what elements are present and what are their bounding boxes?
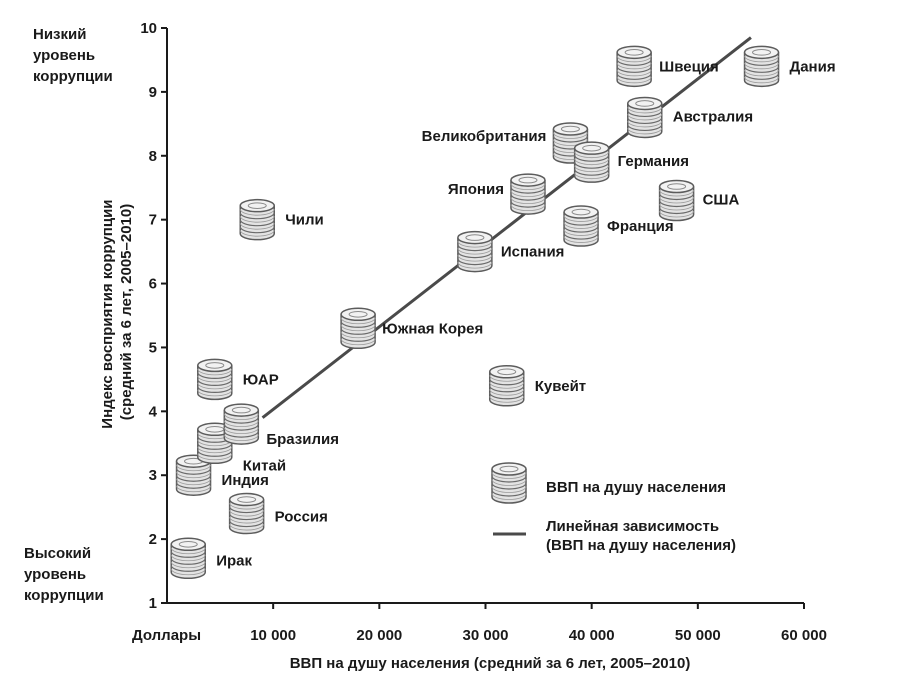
y-tick-label: 4 bbox=[149, 403, 158, 420]
y-tick-label: 3 bbox=[149, 467, 157, 484]
data-point-marker bbox=[573, 141, 610, 183]
data-point-label: Великобритания bbox=[422, 128, 547, 145]
data-point-label: Испания bbox=[501, 244, 565, 261]
data-point-marker bbox=[510, 173, 546, 215]
legend-line-label-line1: Линейная зависимость bbox=[546, 518, 719, 535]
data-point-marker bbox=[563, 205, 599, 247]
legend-marker-label: ВВП на душу населения bbox=[546, 479, 726, 496]
data-point-label: Индия bbox=[222, 472, 269, 489]
y-tick-label: 1 bbox=[149, 595, 157, 612]
data-point-marker bbox=[488, 365, 525, 407]
trendline bbox=[261, 36, 752, 419]
legend: ВВП на душу населения Линейная зависимос… bbox=[491, 462, 736, 554]
legend-line-label: Линейная зависимость (ВВП на душу населе… bbox=[546, 518, 736, 554]
data-point-marker bbox=[239, 198, 275, 241]
data-point-label: Кувейт bbox=[535, 378, 586, 395]
x-tick-label: 40 000 bbox=[569, 627, 615, 644]
data-point-label: США bbox=[703, 192, 740, 209]
data-point-marker bbox=[658, 179, 695, 222]
low-note-line: уровень bbox=[33, 47, 95, 64]
data-point-label: Австралия bbox=[673, 108, 753, 125]
data-point-marker bbox=[223, 403, 260, 445]
y-axis-label-line2: (средний за 6 лет, 2005–2010) bbox=[118, 204, 135, 420]
data-point-label: Чили bbox=[285, 212, 324, 229]
low-corruption-note: Низкий уровень коррупции bbox=[33, 26, 113, 85]
data-point-label: Ирак bbox=[216, 552, 252, 569]
y-ticks: 1 2 3 4 5 6 7 8 9 10 bbox=[140, 20, 167, 612]
data-point-label: Южная Корея bbox=[382, 320, 483, 337]
data-point-label: Россия bbox=[275, 509, 328, 526]
y-tick-label: 6 bbox=[149, 276, 157, 293]
data-point-label: Франция bbox=[607, 218, 674, 235]
high-note-line: Высокий bbox=[24, 545, 91, 562]
data-point-label: Китай bbox=[243, 457, 286, 474]
y-tick-label: 10 bbox=[140, 20, 157, 37]
data-point-label: Япония bbox=[448, 181, 504, 198]
data-point-marker bbox=[616, 45, 652, 88]
y-tick-label: 9 bbox=[149, 84, 157, 101]
legend-line-label-line2: (ВВП на душу населения) bbox=[546, 537, 736, 554]
x-axis-label: ВВП на душу населения (средний за 6 лет,… bbox=[290, 655, 691, 672]
x-tick-label: 10 000 bbox=[250, 627, 296, 644]
x-ticks: 10 000 20 000 30 000 40 000 50 000 60 000 bbox=[250, 603, 827, 644]
low-note-line: коррупции bbox=[33, 68, 113, 85]
data-point-marker bbox=[743, 45, 780, 88]
high-note-line: коррупции bbox=[24, 587, 104, 604]
data-point-marker bbox=[197, 358, 233, 401]
y-tick-label: 7 bbox=[149, 212, 157, 229]
data-point-label: ЮАР bbox=[243, 371, 279, 388]
data-point-marker bbox=[627, 96, 663, 139]
low-note-line: Низкий bbox=[33, 26, 86, 43]
y-axis-label: Индекс восприятия коррупции (средний за … bbox=[99, 195, 135, 428]
data-point-marker bbox=[340, 307, 376, 350]
data-point-label: Дания bbox=[790, 58, 836, 75]
x-tick-label: 20 000 bbox=[356, 627, 402, 644]
x-tick-label: 60 000 bbox=[781, 627, 827, 644]
y-tick-label: 2 bbox=[149, 531, 157, 548]
data-point-marker bbox=[228, 492, 265, 535]
data-point-marker bbox=[457, 230, 493, 273]
data-point-label: Бразилия bbox=[266, 431, 339, 448]
axes: 1 2 3 4 5 6 7 8 9 10 10 000 20 000 30 000 40 000 50 0… bbox=[140, 20, 827, 644]
x-tick-label: 50 000 bbox=[675, 627, 721, 644]
y-tick-label: 5 bbox=[149, 339, 157, 356]
y-tick-label: 8 bbox=[149, 148, 157, 165]
x-tick-label: 30 000 bbox=[463, 627, 509, 644]
high-corruption-note: Высокий уровень коррупции bbox=[24, 545, 104, 604]
data-point-marker bbox=[170, 537, 206, 580]
data-point-label: Германия bbox=[618, 153, 689, 170]
data-point-label: Швеция bbox=[659, 58, 719, 75]
y-axis-label-line1: Индекс восприятия коррупции bbox=[99, 199, 116, 428]
x-unit-label: Доллары bbox=[132, 627, 201, 644]
high-note-line: уровень bbox=[24, 566, 86, 583]
legend-marker-icon bbox=[491, 462, 527, 504]
